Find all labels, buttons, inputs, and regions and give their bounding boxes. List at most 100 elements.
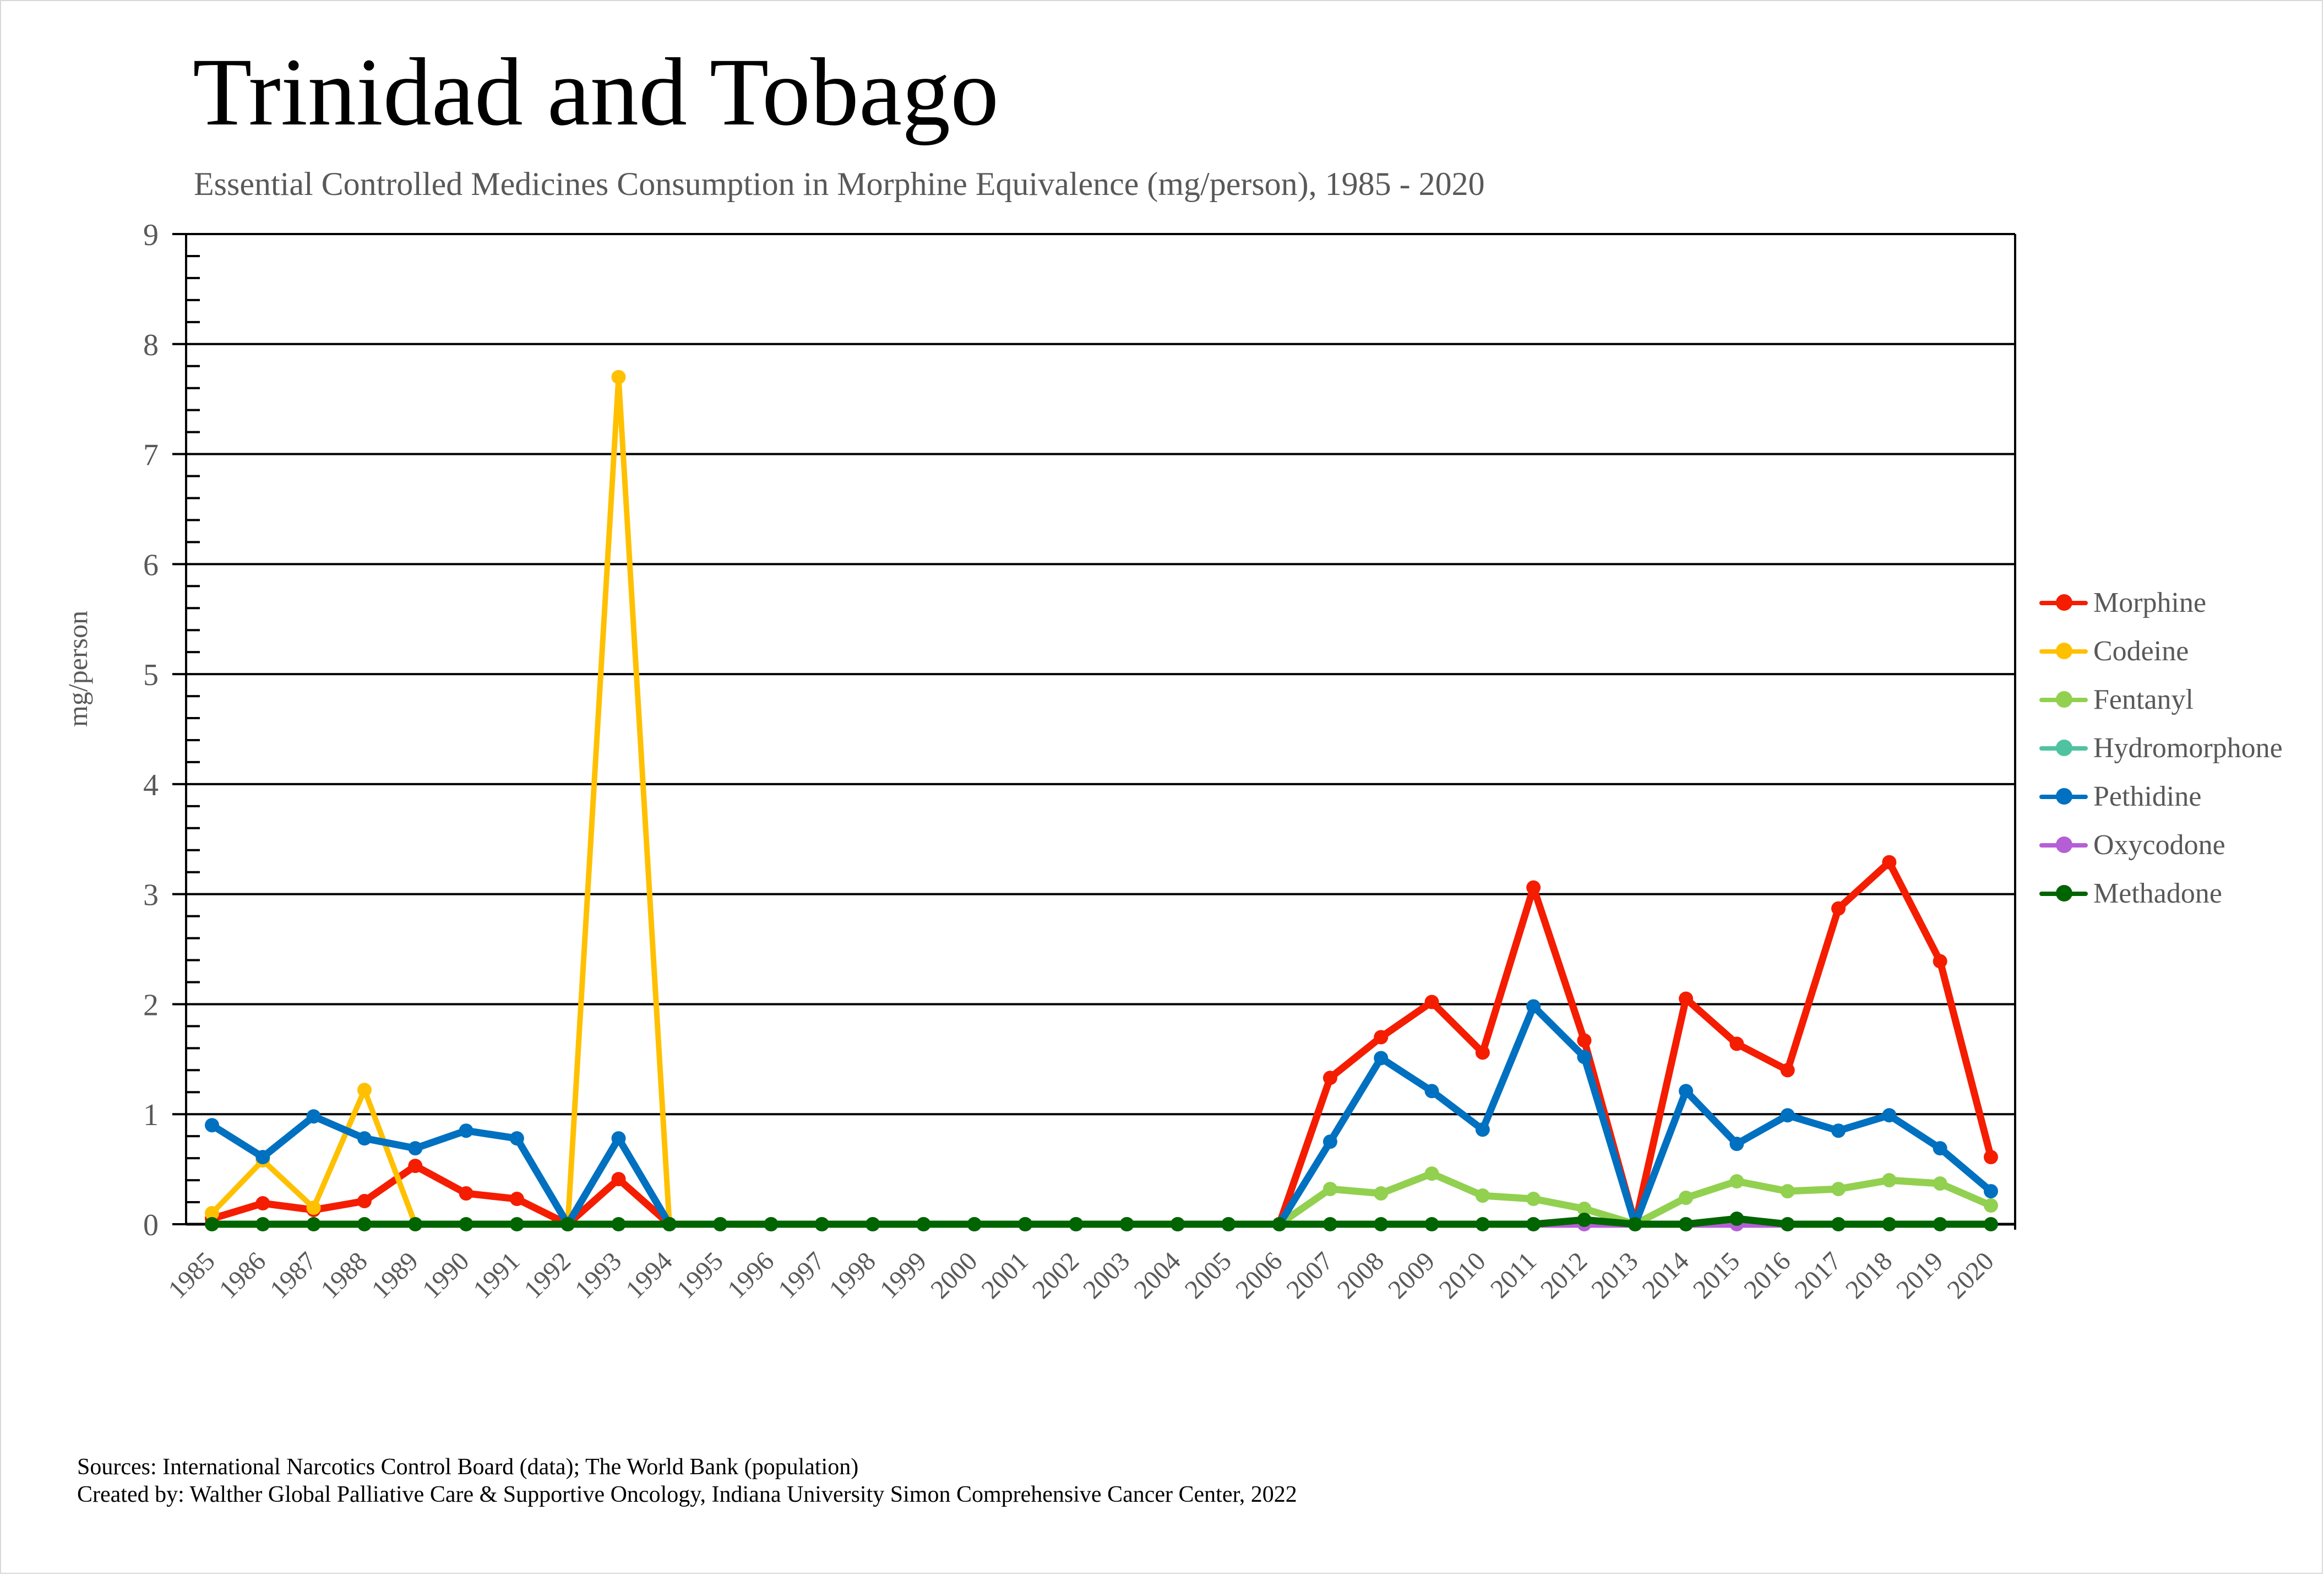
data-point xyxy=(1679,991,1694,1006)
legend-label: Oxycodone xyxy=(2093,829,2225,861)
data-point xyxy=(662,1217,677,1231)
y-tick-label: 4 xyxy=(143,768,159,802)
y-tick-label: 9 xyxy=(143,218,159,252)
legend-item-methadone: Methadone xyxy=(2037,869,2283,917)
data-point xyxy=(713,1217,728,1231)
data-point xyxy=(1984,1184,1998,1199)
data-point xyxy=(1729,1137,1744,1152)
data-point xyxy=(1526,999,1541,1014)
legend-label: Hydromorphone xyxy=(2093,732,2283,764)
data-point xyxy=(1933,1176,1947,1191)
legend-label: Methadone xyxy=(2093,877,2222,909)
data-point xyxy=(611,370,626,384)
y-tick-labels: 0 1 2 3 4 5 6 7 8 9 xyxy=(143,218,159,1242)
data-point xyxy=(459,1217,473,1231)
data-point xyxy=(611,1217,626,1231)
legend-line-marker-icon xyxy=(2037,594,2090,611)
x-tick-label: 2011 xyxy=(1485,1246,1542,1304)
data-point xyxy=(408,1217,423,1231)
data-point xyxy=(1577,1213,1592,1228)
x-tick-label: 1997 xyxy=(772,1246,830,1304)
x-tick-label: 1995 xyxy=(671,1246,729,1304)
chart-subtitle: Essential Controlled Medicines Consumpti… xyxy=(194,166,1485,202)
data-point xyxy=(866,1217,880,1231)
x-tick-label: 2000 xyxy=(925,1246,983,1304)
x-tick-label: 2006 xyxy=(1230,1246,1288,1304)
x-tick-label: 1992 xyxy=(519,1246,576,1304)
series-line xyxy=(565,374,672,1227)
data-point xyxy=(1679,1217,1694,1231)
data-point xyxy=(1322,1071,1337,1085)
legend-label: Codeine xyxy=(2093,635,2189,667)
x-tick-label: 1986 xyxy=(214,1246,271,1304)
legend-line-marker-icon xyxy=(2037,740,2090,756)
data-point xyxy=(255,1217,270,1231)
data-point xyxy=(509,1192,524,1207)
data-point xyxy=(205,1217,219,1231)
x-tick-label: 2005 xyxy=(1179,1246,1237,1304)
data-point xyxy=(1577,1050,1592,1065)
x-tick-label: 1991 xyxy=(467,1246,525,1304)
x-tick-label: 1993 xyxy=(569,1246,627,1304)
data-point xyxy=(1577,1033,1592,1048)
legend: Morphine Codeine Fentanyl Hydromorphone Peth… xyxy=(2037,578,2283,917)
y-tick-label: 1 xyxy=(143,1098,159,1132)
data-point xyxy=(459,1123,473,1138)
data-point xyxy=(1475,1122,1490,1137)
data-point xyxy=(1475,1217,1490,1231)
data-point xyxy=(1729,1212,1744,1226)
data-point xyxy=(1221,1217,1236,1231)
y-tick-label: 3 xyxy=(143,878,159,913)
y-tick-label: 2 xyxy=(143,988,159,1022)
data-point xyxy=(1577,1202,1592,1216)
legend-item-pethidine: Pethidine xyxy=(2037,772,2283,821)
data-point xyxy=(1374,1186,1389,1201)
legend-item-oxycodone: Oxycodone xyxy=(2037,821,2283,869)
data-point xyxy=(357,1194,372,1209)
x-tick-label: 2008 xyxy=(1332,1246,1390,1304)
legend-label: Morphine xyxy=(2093,586,2207,618)
series-methadone xyxy=(205,1212,1998,1231)
x-tick-label: 2009 xyxy=(1383,1246,1440,1304)
series-line xyxy=(208,1215,1995,1228)
data-point xyxy=(1933,954,1947,969)
data-point xyxy=(1882,855,1897,870)
data-point xyxy=(1882,1217,1897,1231)
data-point xyxy=(1424,1166,1439,1181)
data-point xyxy=(205,1206,219,1221)
data-point xyxy=(459,1186,473,1201)
chart-title: Trinidad and Tobago xyxy=(193,39,999,146)
data-point xyxy=(1322,1182,1337,1197)
y-tick-label: 5 xyxy=(143,658,159,692)
data-point xyxy=(611,1131,626,1146)
data-point xyxy=(1984,1150,1998,1165)
footer-sources: Sources: International Narcotics Control… xyxy=(77,1454,859,1480)
data-point xyxy=(306,1109,321,1124)
x-tick-label: 2019 xyxy=(1891,1246,1949,1304)
data-point xyxy=(509,1131,524,1146)
x-tick-label: 2001 xyxy=(976,1246,1033,1304)
data-point xyxy=(967,1217,982,1231)
legend-item-codeine: Codeine xyxy=(2037,627,2283,675)
data-point xyxy=(1729,1174,1744,1189)
x-tick-label: 2007 xyxy=(1281,1246,1338,1304)
legend-line-marker-icon xyxy=(2037,885,2090,901)
legend-line-marker-icon xyxy=(2037,788,2090,805)
x-tick-label: 1987 xyxy=(264,1246,322,1304)
x-tick-label: 1996 xyxy=(722,1246,780,1304)
x-tick-label: 2015 xyxy=(1688,1246,1745,1304)
data-point xyxy=(357,1083,372,1098)
legend-item-hydromorphone: Hydromorphone xyxy=(2037,724,2283,772)
data-point xyxy=(1018,1217,1033,1231)
data-point xyxy=(611,1172,626,1187)
legend-label: Fentanyl xyxy=(2093,683,2194,715)
x-tick-label: 2012 xyxy=(1535,1246,1593,1304)
data-point xyxy=(1831,1182,1846,1197)
data-point xyxy=(306,1217,321,1231)
legend-line-marker-icon xyxy=(2037,691,2090,708)
x-tick-label: 2003 xyxy=(1077,1246,1135,1304)
data-point xyxy=(1475,1188,1490,1203)
data-point xyxy=(1679,1084,1694,1099)
data-point xyxy=(1729,1036,1744,1051)
